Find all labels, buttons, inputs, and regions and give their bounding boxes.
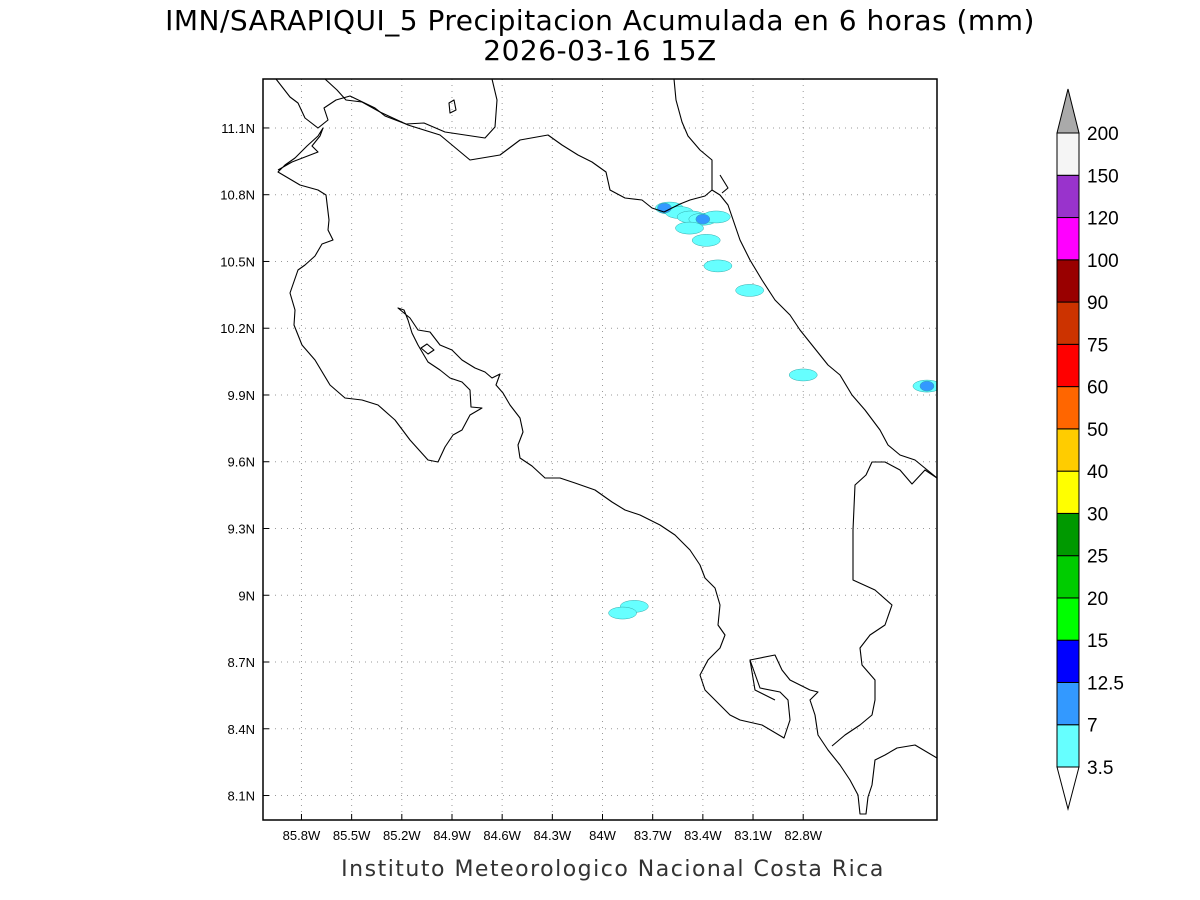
precip-contour-3_5	[788, 368, 818, 382]
border-north	[275, 79, 498, 139]
colorbar-label: 20	[1087, 589, 1108, 610]
latitude-axis: 11.1N 10.8N 10.5N 10.2N 9.9N 9.6N 9.3N 9N 8.7N 8.…	[220, 121, 269, 804]
lon-tick-label: 85.5W	[333, 828, 371, 843]
colorbar-above-triangle	[1056, 88, 1080, 134]
colorbar-swatch-60	[1056, 343, 1080, 388]
colorbar-swatch-40	[1056, 428, 1080, 472]
colorbar-label: 25	[1087, 547, 1108, 568]
lat-tick-label: 9N	[238, 588, 255, 603]
colorbar-swatch-25	[1056, 512, 1080, 557]
map-background	[263, 79, 937, 820]
lon-tick-label: 83.7W	[634, 828, 672, 843]
mouth-san-juan	[719, 174, 729, 194]
lon-tick-label: 84.3W	[534, 828, 572, 843]
map-plot-area: 85.8W 85.5W 85.2W 84.9W 84.6W 84.3W 84W 83.7W 83…	[220, 78, 938, 843]
lat-tick-label: 11.1N	[221, 121, 255, 136]
pacific-coast	[277, 127, 937, 815]
precip-contour-7	[919, 380, 935, 392]
precip-contour-3_5	[703, 259, 733, 273]
footer-credit: Instituto Meteorologico Nacional Costa R…	[341, 857, 885, 882]
colorbar-label: 100	[1087, 251, 1119, 272]
colorbar-label: 75	[1087, 335, 1108, 356]
lon-tick-label: 84.9W	[433, 828, 471, 843]
colorbar-swatch-90	[1056, 259, 1080, 303]
lat-tick-label: 8.7N	[228, 655, 255, 670]
longitude-axis: 85.8W 85.5W 85.2W 84.9W 84.6W 84.3W 84W 83.7W 83…	[283, 814, 823, 843]
lat-tick-label: 9.6N	[228, 455, 255, 470]
border-panama	[831, 461, 937, 747]
lat-tick-label: 8.4N	[228, 722, 255, 737]
lat-tick-label: 10.5N	[220, 254, 255, 269]
osa-peninsula-fill	[749, 659, 776, 701]
colorbar-swatch-30	[1056, 470, 1080, 514]
precipitation-colorbar: 3.5 7 12.5 15 20 25 30 40 50 60 75 90 100 120 150 200	[1056, 88, 1124, 811]
lake-shore	[324, 79, 713, 213]
precip-contour-7	[695, 213, 711, 225]
colorbar-swatch-75	[1056, 301, 1080, 345]
colorbar-label: 120	[1087, 209, 1119, 230]
colorbar-label: 50	[1087, 420, 1108, 441]
colorbar-label: 30	[1087, 504, 1108, 525]
colorbar-label: 90	[1087, 293, 1108, 314]
colorbar-swatch-7	[1056, 681, 1080, 726]
lat-tick-label: 10.2N	[220, 321, 255, 336]
colorbar-swatch-12_5	[1056, 639, 1080, 683]
map-subtitle-datetime: 2026-03-16 15Z	[483, 34, 716, 67]
colorbar-swatch-50	[1056, 386, 1080, 430]
colorbar-label: 3.5	[1087, 758, 1113, 779]
colorbar-label: 40	[1087, 462, 1108, 483]
coastline-borders	[275, 79, 937, 815]
lon-tick-label: 83.1W	[734, 828, 772, 843]
colorbar-swatch-15	[1056, 597, 1080, 641]
map-frame	[262, 78, 938, 821]
colorbar-label: 7	[1087, 716, 1098, 737]
lon-tick-label: 82.8W	[784, 828, 822, 843]
precip-contour-3_5	[608, 606, 637, 620]
lat-tick-label: 9.3N	[228, 521, 255, 536]
lon-tick-label: 84.6W	[483, 828, 521, 843]
colorbar-below-triangle	[1056, 766, 1080, 811]
colorbar-swatch-120	[1056, 174, 1080, 219]
lat-tick-label: 9.9N	[228, 388, 255, 403]
caribbean-coast	[711, 189, 937, 479]
island-ometepe	[448, 99, 457, 114]
map-title: IMN/SARAPIQUI_5 Precipitacion Acumulada …	[165, 4, 1035, 37]
colorbar-label: 60	[1087, 378, 1108, 399]
lon-tick-label: 85.2W	[383, 828, 421, 843]
colorbar-label: 200	[1087, 124, 1119, 145]
lon-tick-label: 84W	[589, 828, 616, 843]
graticule	[263, 79, 937, 820]
colorbar-swatch-100	[1056, 217, 1080, 261]
lat-tick-label: 8.1N	[228, 789, 255, 804]
colorbar-swatch-3_5	[1056, 724, 1080, 768]
colorbar-swatch-150	[1056, 132, 1080, 176]
colorbar-label: 12.5	[1087, 673, 1124, 694]
lon-tick-label: 83.4W	[684, 828, 722, 843]
colorbar-swatch-20	[1056, 555, 1080, 599]
colorbar-label: 150	[1087, 166, 1119, 187]
precip-contour-3_5	[691, 234, 721, 247]
lat-tick-label: 10.8N	[220, 188, 255, 203]
island-chira	[420, 343, 435, 355]
precip-contour-3_5	[735, 284, 764, 297]
colorbar-label: 15	[1087, 631, 1108, 652]
precip-contour-3_5	[675, 221, 704, 235]
lon-tick-label: 85.8W	[283, 828, 321, 843]
